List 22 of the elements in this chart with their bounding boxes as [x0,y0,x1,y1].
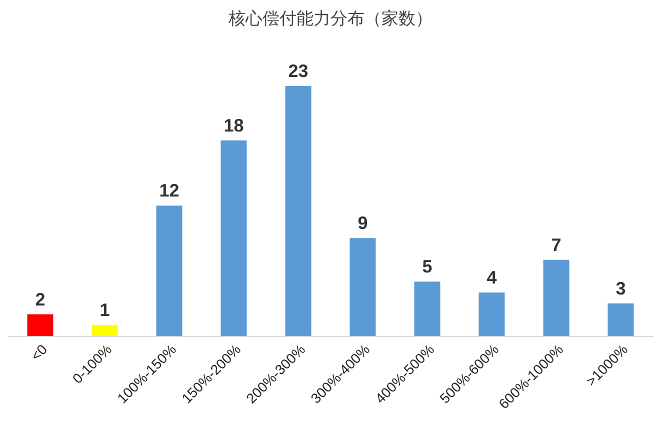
chart-title: 核心偿付能力分布（家数） [228,9,432,28]
data-label: 7 [551,234,562,255]
data-label: 23 [288,61,308,81]
data-label: 5 [422,256,432,277]
x-tick-label: <0 [28,340,50,364]
bar [27,314,54,336]
bar [220,140,247,336]
data-label: 3 [616,278,626,298]
bar [608,303,634,336]
bar [92,325,118,336]
bar [350,238,376,336]
data-label: 1 [100,300,110,320]
bar [478,292,505,336]
data-label: 2 [35,289,46,310]
bar [543,260,570,336]
data-label: 4 [486,268,497,288]
data-label: 18 [224,115,244,136]
bar [414,282,440,336]
bar [285,86,312,336]
data-label: 12 [159,180,180,201]
bar [156,206,182,336]
data-label: 9 [358,213,368,234]
